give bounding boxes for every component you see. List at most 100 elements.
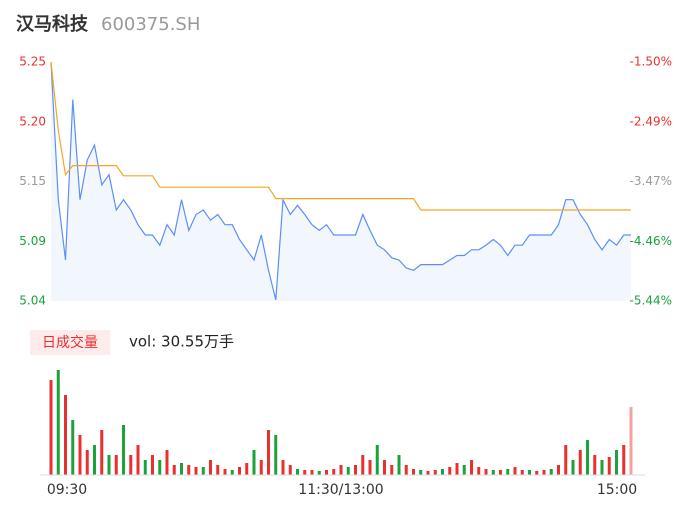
volume-bar (491, 470, 495, 475)
volume-bar (607, 457, 611, 475)
volume-bar (317, 471, 321, 475)
volume-bar (107, 455, 111, 475)
volume-bar (390, 465, 394, 475)
volume-bar (78, 435, 82, 475)
volume-bar (433, 470, 437, 475)
volume-bar (629, 407, 633, 475)
y2-tick-label: -3.47% (630, 174, 672, 188)
y-tick-label: 5.20 (19, 114, 46, 128)
volume-bar (165, 450, 169, 475)
volume-bar (346, 467, 350, 475)
volume-bar (477, 467, 481, 475)
volume-bar (462, 465, 466, 475)
volume-bar (85, 450, 89, 475)
volume-bar (361, 455, 365, 475)
x-tick-label: 15:00 (597, 482, 637, 498)
volume-bar (114, 455, 118, 475)
volume-bar (325, 470, 328, 475)
volume-bar (158, 460, 162, 475)
volume-bar (383, 460, 386, 475)
volume-bar (354, 465, 357, 475)
volume-bar (412, 469, 415, 475)
volume-bar (194, 467, 198, 475)
volume-bar (64, 395, 67, 475)
volume-bar (448, 467, 452, 475)
volume-bar (230, 470, 234, 475)
volume-bar (172, 465, 176, 475)
volume-total: vol: 30.55万手 (129, 333, 234, 351)
volume-bar (267, 430, 270, 475)
price-area (51, 62, 631, 301)
volume-bar (223, 469, 227, 475)
volume-bar (216, 465, 220, 475)
volume-bar (151, 455, 154, 475)
stock-code: 600375.SH (101, 14, 200, 35)
volume-bar (600, 460, 604, 475)
volume-bar (303, 470, 307, 475)
volume-bar (310, 470, 314, 475)
volume-bar (93, 445, 96, 475)
volume-bar (136, 445, 140, 475)
volume-bar (499, 470, 502, 475)
volume-bar (535, 471, 539, 475)
y-tick-label: 5.15 (19, 174, 46, 188)
x-tick-label: 09:30 (47, 482, 87, 498)
price-line (50, 61, 631, 301)
volume-bar (368, 460, 372, 475)
legend-label: 日成交量 (42, 334, 98, 351)
volume-bar (245, 463, 249, 475)
volume-bar (441, 469, 444, 475)
volume-bar (259, 460, 263, 475)
stock-name: 汉马科技 (16, 13, 89, 35)
volume-bar (426, 471, 430, 475)
volume-bar (100, 430, 104, 475)
volume-bar (470, 460, 473, 475)
volume-bar (252, 450, 256, 475)
volume-bar (484, 469, 488, 475)
volume-bar (455, 463, 459, 475)
y-tick-label: 5.04 (19, 294, 46, 308)
y2-tick-label: -2.49% (630, 114, 672, 128)
volume-bar (129, 455, 133, 475)
volume-bar (615, 450, 618, 475)
avg-line (50, 61, 631, 211)
volume-bar (56, 370, 60, 475)
volume-bar (187, 465, 191, 475)
volume-bar (209, 460, 212, 475)
volume-bar (557, 465, 560, 475)
volume-bar (288, 465, 292, 475)
legend-box (30, 330, 110, 355)
volume-bar (296, 469, 299, 475)
x-tick-label: 11:30/13:00 (298, 482, 383, 498)
y2-tick-label: -1.50% (630, 55, 672, 69)
y-tick-label: 5.25 (19, 55, 46, 69)
volume-bar (586, 440, 589, 475)
volume-bar (542, 470, 546, 475)
volume-bar (593, 455, 597, 475)
volume-bar (549, 469, 553, 475)
volume-bar (71, 420, 75, 475)
volume-bar (49, 380, 53, 475)
y-tick-label: 5.09 (19, 234, 46, 248)
y2-tick-label: -4.46% (630, 234, 672, 248)
volume-bar (571, 460, 575, 475)
volume-bar (143, 460, 147, 475)
volume-bar (419, 470, 423, 475)
volume-bar (339, 465, 343, 475)
volume-bar (528, 470, 531, 475)
volume-bar (506, 469, 510, 475)
volume-bar (238, 467, 241, 475)
volume-bar (404, 465, 408, 475)
volume-bar (578, 450, 582, 475)
volume-bar (375, 445, 379, 475)
volume-bar (122, 425, 125, 475)
y2-tick-label: -5.44% (630, 294, 672, 308)
volume-bar (332, 469, 336, 475)
volume-bar (397, 455, 401, 475)
volume-bar (274, 435, 278, 475)
volume-bar (180, 463, 183, 475)
volume-bar (564, 445, 568, 475)
volume-bar (281, 460, 285, 475)
volume-bar (622, 445, 626, 475)
